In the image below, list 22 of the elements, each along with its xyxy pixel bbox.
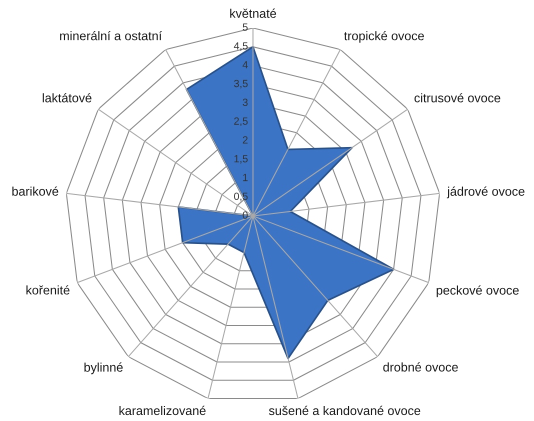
spoke-label: citrusové ovoce: [414, 93, 500, 102]
spoke-label: karamelizované: [119, 406, 206, 416]
y-tick-label: 3,5: [234, 80, 248, 88]
y-tick-label: 1: [243, 174, 248, 182]
spoke-label: minerální a ostatní: [60, 30, 162, 40]
y-tick-label: 5: [242, 24, 248, 31]
spoke-label: tropické ovoce: [344, 30, 424, 43]
spoke-label: sušené a kandované ovoce: [268, 406, 420, 416]
spoke-label: drobné ovoce: [383, 362, 458, 372]
spoke-label: bylinné: [84, 362, 123, 374]
y-tick-label: 4,5: [234, 42, 248, 51]
y-tick-label: 2,5: [234, 117, 248, 126]
y-tick-label: 3: [242, 98, 248, 106]
spoke-label: květnaté: [230, 8, 276, 18]
spoke-label: peckové ovoce: [436, 285, 519, 298]
y-tick-label: 2: [242, 136, 248, 144]
spoke-label: barikové: [12, 186, 58, 196]
y-tick-label: 4: [242, 61, 248, 68]
y-tick-label: 1,5: [234, 155, 248, 164]
spoke-label: kořenité: [26, 285, 70, 295]
spoke-label: jádrové ovoce: [446, 186, 524, 198]
spoke-label: laktátové: [42, 93, 92, 102]
